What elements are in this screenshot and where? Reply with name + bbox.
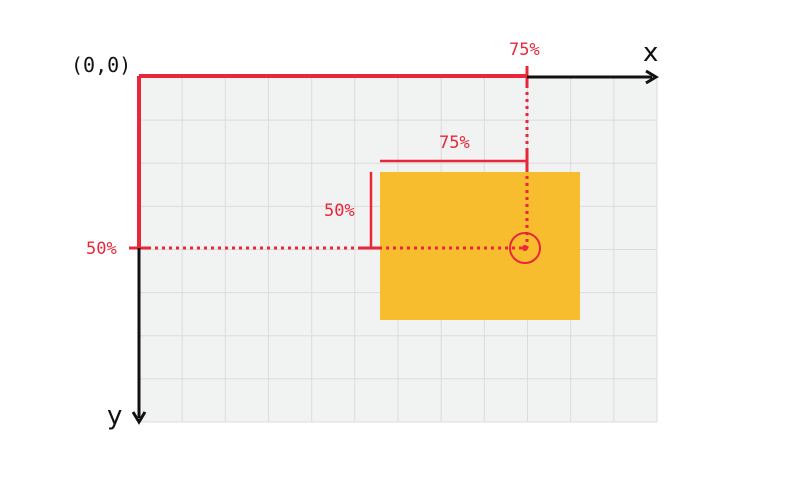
box-x-percent-label: 75% bbox=[439, 133, 470, 153]
y-axis-arrow-icon bbox=[131, 411, 147, 425]
axes bbox=[131, 69, 659, 425]
positioned-box bbox=[380, 172, 580, 320]
anchor-point bbox=[522, 245, 528, 251]
left-percent-label: 50% bbox=[86, 239, 117, 259]
box-y-percent-label: 50% bbox=[324, 201, 355, 221]
origin-label: (0,0) bbox=[71, 53, 131, 77]
top-percent-label: 75% bbox=[509, 40, 540, 60]
x-axis-label: x bbox=[643, 38, 658, 68]
measurement-lines bbox=[129, 66, 541, 264]
x-axis-arrow-icon bbox=[645, 69, 659, 85]
anchor-ring bbox=[509, 232, 541, 264]
y-axis-label: y bbox=[107, 401, 122, 431]
